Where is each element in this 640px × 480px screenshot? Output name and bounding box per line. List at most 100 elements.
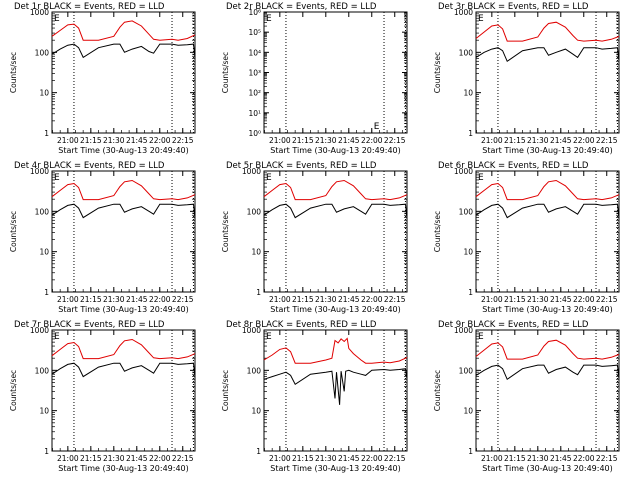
x-tick-label: 21:45 <box>126 136 148 145</box>
y-tick-label: 10³ <box>248 69 261 78</box>
x-tick-label: 21:00 <box>269 136 291 145</box>
y-tick-label: 1000 <box>30 8 49 17</box>
chart-panel: Det 3r BLACK = Events, RED = LLD 1 10 100 10… <box>433 2 620 155</box>
plot-frame <box>51 11 196 134</box>
chart-title: Det 3r BLACK = Events, RED = LLD <box>438 2 589 12</box>
x-tick-label: 22:15 <box>596 295 618 304</box>
x-tick-label: 22:15 <box>172 295 194 304</box>
series-line-events <box>263 368 408 405</box>
x-tick-label: 21:30 <box>315 136 337 145</box>
x-tick-label: 21:00 <box>481 295 503 304</box>
chart-title: Det 5r BLACK = Events, RED = LLD <box>226 161 377 171</box>
corner-mark: E <box>266 173 272 183</box>
series-line-events <box>51 362 196 378</box>
plot-frame <box>263 170 408 293</box>
x-tick-label: 21:15 <box>80 295 102 304</box>
chart-panel: Det 5r BLACK = Events, RED = LLD 1 10 100 10… <box>221 161 408 314</box>
x-tick-label: 21:00 <box>481 454 503 463</box>
series-line-lld <box>263 337 408 364</box>
y-tick-label: 10 <box>39 407 49 416</box>
y-axis-label: Counts/sec <box>433 211 442 252</box>
x-tick-label: 21:00 <box>269 454 291 463</box>
x-tick-label: 21:45 <box>550 295 572 304</box>
y-tick-label: 1000 <box>30 167 49 176</box>
x-tick-label: 21:00 <box>57 454 79 463</box>
chart-title: Det 4r BLACK = Events, RED = LLD <box>14 161 165 171</box>
y-axis-label: Counts/sec <box>433 370 442 411</box>
y-tick-label: 10² <box>248 89 261 98</box>
plot-frame <box>475 11 620 134</box>
x-axis-label: Start Time (30-Aug-13 20:49:40) <box>58 305 189 314</box>
x-tick-label: 21:00 <box>57 136 79 145</box>
x-tick-label: 22:15 <box>172 136 194 145</box>
series-line-lld <box>51 338 196 360</box>
y-axis-label: Counts/sec <box>221 52 230 93</box>
x-tick-label: 21:30 <box>527 454 549 463</box>
series-line-lld <box>475 339 620 360</box>
x-tick-label: 22:15 <box>384 454 406 463</box>
x-axis-label: Start Time (30-Aug-13 20:49:40) <box>58 146 189 155</box>
plot-frame <box>51 329 196 452</box>
x-tick-label: 21:15 <box>504 136 526 145</box>
x-tick-label: 21:45 <box>550 136 572 145</box>
y-tick-label: 10 <box>251 407 261 416</box>
x-tick-label: 22:00 <box>573 295 595 304</box>
series-line-events <box>475 364 620 381</box>
y-tick-label: 100 <box>35 207 50 216</box>
y-tick-label: 1 <box>468 447 473 456</box>
series-line-events <box>475 203 620 219</box>
y-tick-label: 10⁵ <box>248 28 261 37</box>
x-tick-label: 21:30 <box>527 295 549 304</box>
x-axis-label: Start Time (30-Aug-13 20:49:40) <box>270 146 401 155</box>
series-line-lld <box>475 179 620 201</box>
y-tick-label: 10 <box>463 89 473 98</box>
x-axis-label: Start Time (30-Aug-13 20:49:40) <box>482 305 613 314</box>
series-line-events <box>51 203 196 219</box>
chart-panel: Det 1r BLACK = Events, RED = LLD 1 10 100 10… <box>9 2 196 155</box>
plot-frame <box>263 329 408 452</box>
x-axis-label: Start Time (30-Aug-13 20:49:40) <box>58 464 189 473</box>
corner-mark: E <box>478 14 484 24</box>
plot-frame <box>263 11 408 134</box>
y-tick-label: 100 <box>35 48 50 57</box>
x-tick-label: 21:30 <box>103 454 125 463</box>
y-tick-label: 1 <box>256 288 261 297</box>
y-tick-label: 1000 <box>454 167 473 176</box>
x-tick-label: 21:45 <box>338 295 360 304</box>
x-tick-label: 22:00 <box>573 454 595 463</box>
y-tick-label: 1 <box>44 288 49 297</box>
series-line-lld <box>475 21 620 42</box>
x-tick-label: 21:00 <box>481 136 503 145</box>
series-line-lld <box>51 20 196 41</box>
y-tick-label: 10 <box>39 89 49 98</box>
x-tick-label: 22:00 <box>361 454 383 463</box>
y-tick-label: 10 <box>463 248 473 257</box>
corner-mark: E <box>478 332 484 342</box>
y-tick-label: 1 <box>468 288 473 297</box>
y-tick-label: 1000 <box>30 326 49 335</box>
x-tick-label: 21:45 <box>550 454 572 463</box>
x-axis-label: Start Time (30-Aug-13 20:49:40) <box>482 146 613 155</box>
y-tick-label: 100 <box>247 207 262 216</box>
x-tick-label: 21:45 <box>338 136 360 145</box>
x-tick-label: 21:30 <box>103 295 125 304</box>
series-line-events <box>263 203 408 219</box>
y-axis-label: Counts/sec <box>221 370 230 411</box>
plot-frame <box>475 329 620 452</box>
x-tick-label: 21:30 <box>103 136 125 145</box>
x-tick-label: 21:45 <box>126 295 148 304</box>
x-tick-label: 22:00 <box>361 295 383 304</box>
corner-mark: E <box>478 173 484 183</box>
chart-panel: Det 8r BLACK = Events, RED = LLD 1 10 100 10… <box>221 320 408 473</box>
chart-title: Det 6r BLACK = Events, RED = LLD <box>438 161 589 171</box>
y-tick-label: 100 <box>459 207 474 216</box>
y-tick-label: 10⁶ <box>248 8 261 17</box>
x-tick-label: 22:15 <box>172 454 194 463</box>
x-tick-label: 21:00 <box>57 295 79 304</box>
x-tick-label: 21:30 <box>527 136 549 145</box>
y-axis-label: Counts/sec <box>9 52 18 93</box>
y-tick-label: 10¹ <box>248 109 261 118</box>
x-axis-label: Start Time (30-Aug-13 20:49:40) <box>270 305 401 314</box>
x-tick-label: 22:15 <box>384 295 406 304</box>
